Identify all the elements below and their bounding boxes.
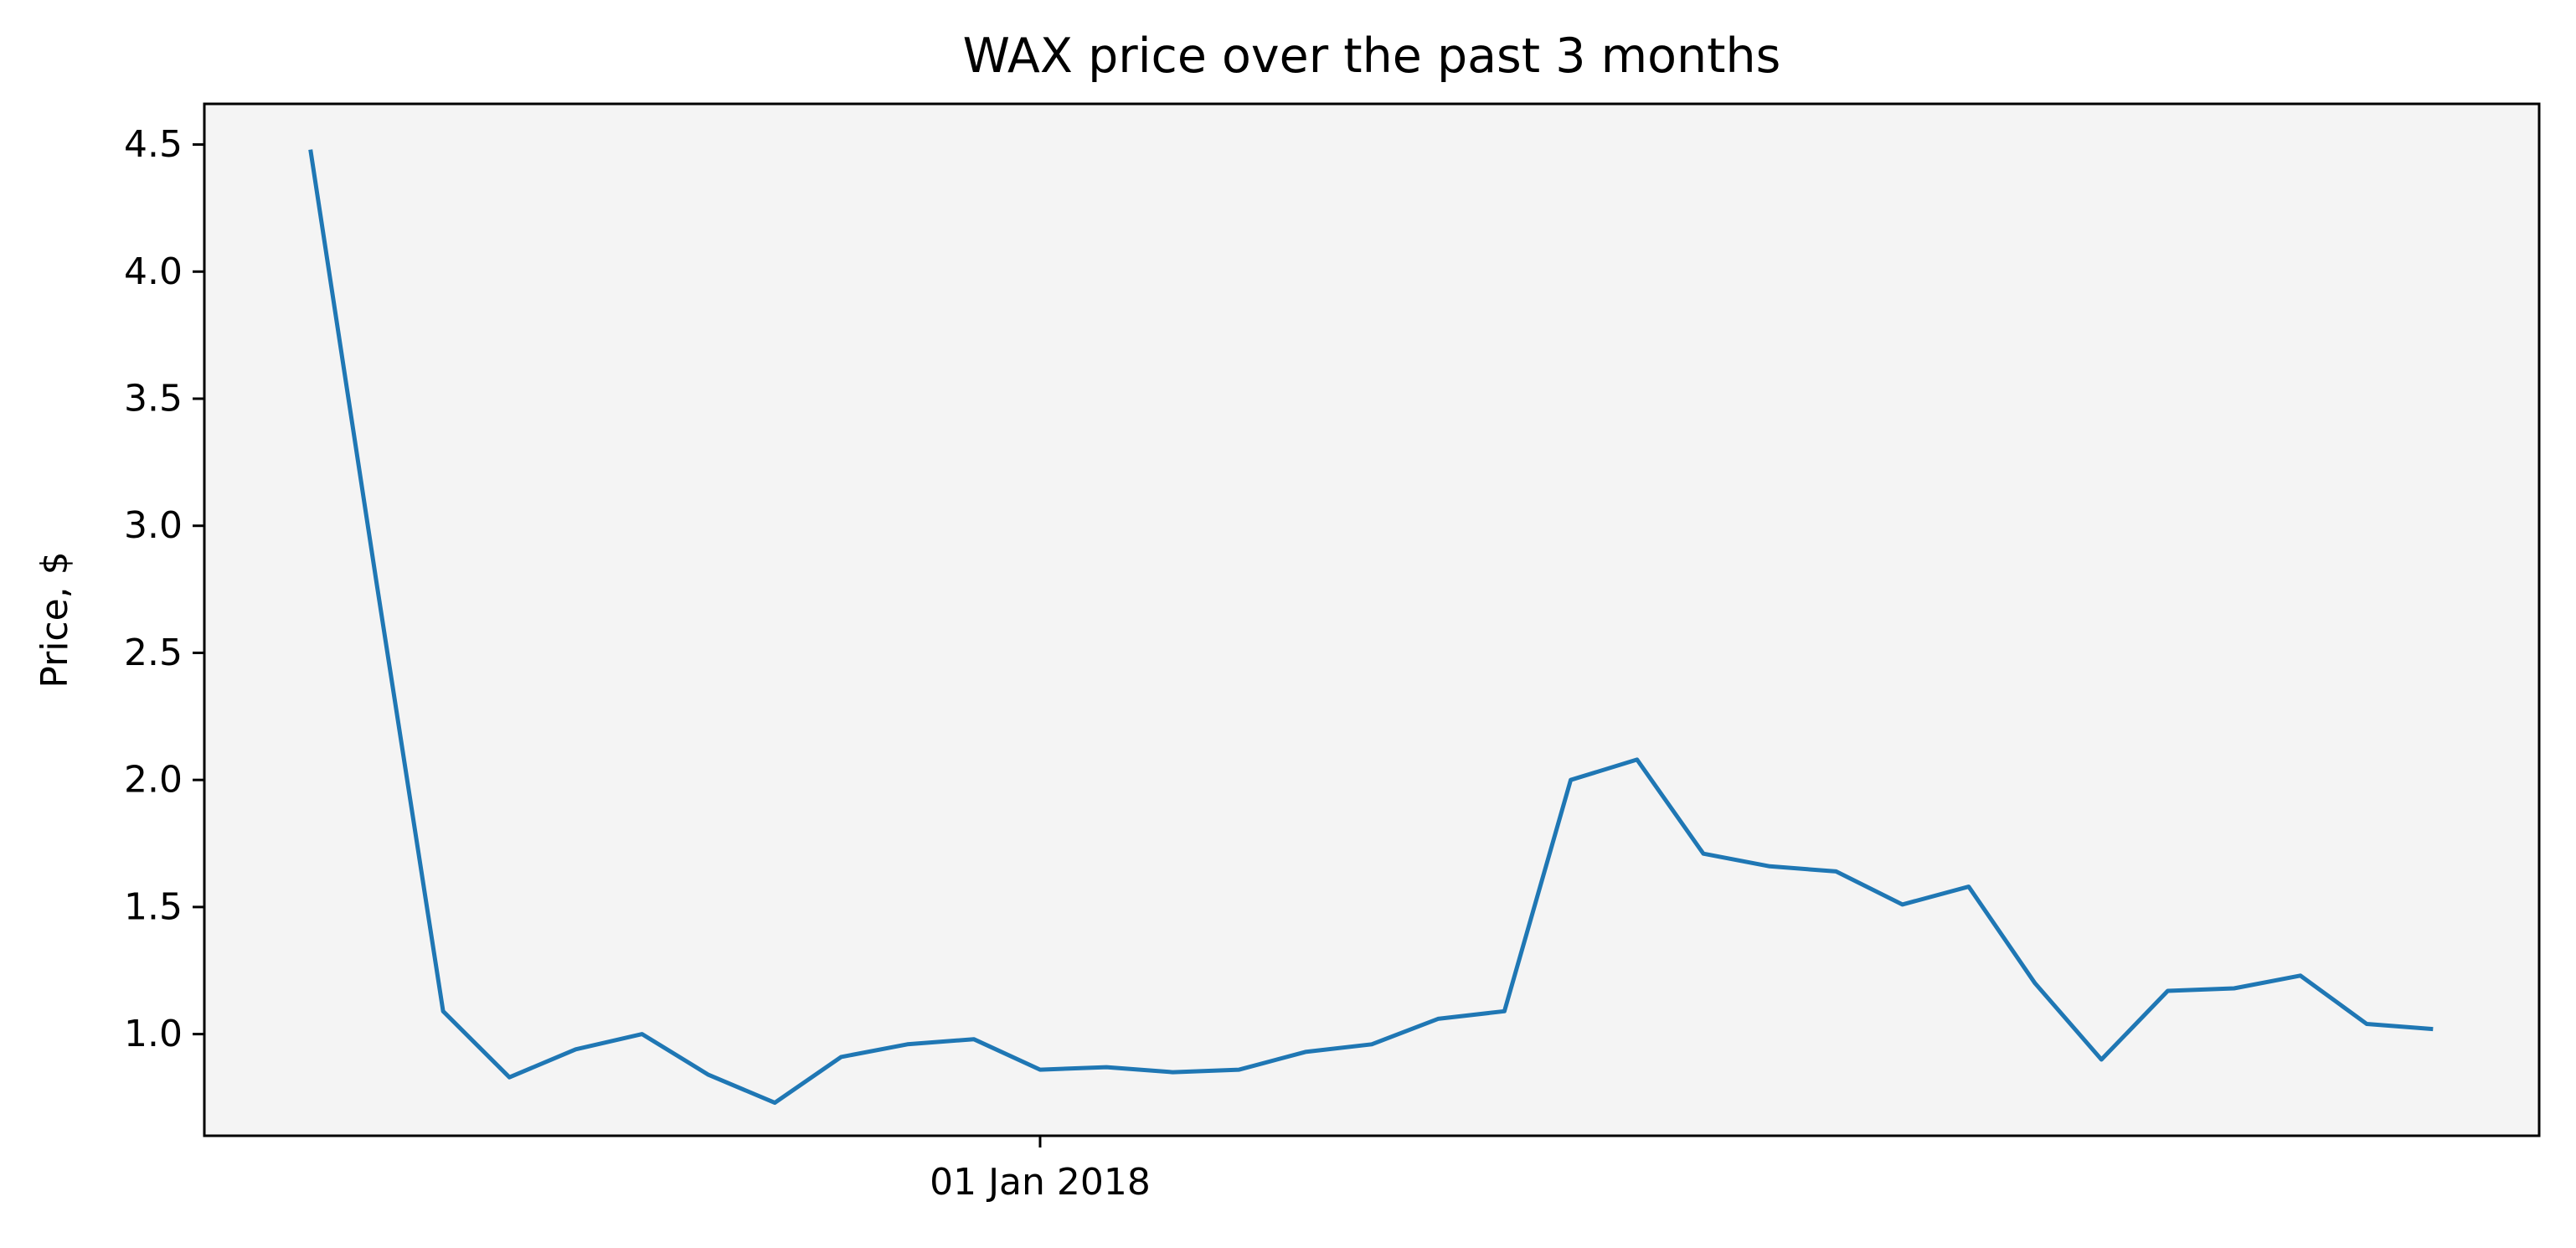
chart-title: WAX price over the past 3 months [963, 28, 1781, 84]
y-tick-label: 4.0 [124, 250, 183, 293]
x-axis: 01 Jan 2018 [930, 1136, 1151, 1204]
y-tick-label: 1.0 [124, 1013, 183, 1055]
marks-layer [308, 149, 2434, 1106]
y-tick-label: 1.5 [124, 885, 183, 928]
y-tick-label: 4.5 [124, 123, 183, 166]
y-axis: 1.0 1.5 2.0 2.5 3.0 3.5 4.0 4.5 [124, 123, 204, 1055]
y-tick-label: 2.5 [124, 632, 183, 674]
plot-area [204, 104, 2539, 1136]
series-line-0 [308, 149, 2434, 1106]
x-tick-label: 01 Jan 2018 [930, 1161, 1151, 1204]
y-tick-label: 2.0 [124, 759, 183, 802]
y-tick-label: 3.0 [124, 504, 183, 547]
y-axis-label: Price, $ [33, 551, 76, 688]
plot-frame [203, 102, 2541, 1137]
y-tick-label: 3.5 [124, 378, 183, 420]
